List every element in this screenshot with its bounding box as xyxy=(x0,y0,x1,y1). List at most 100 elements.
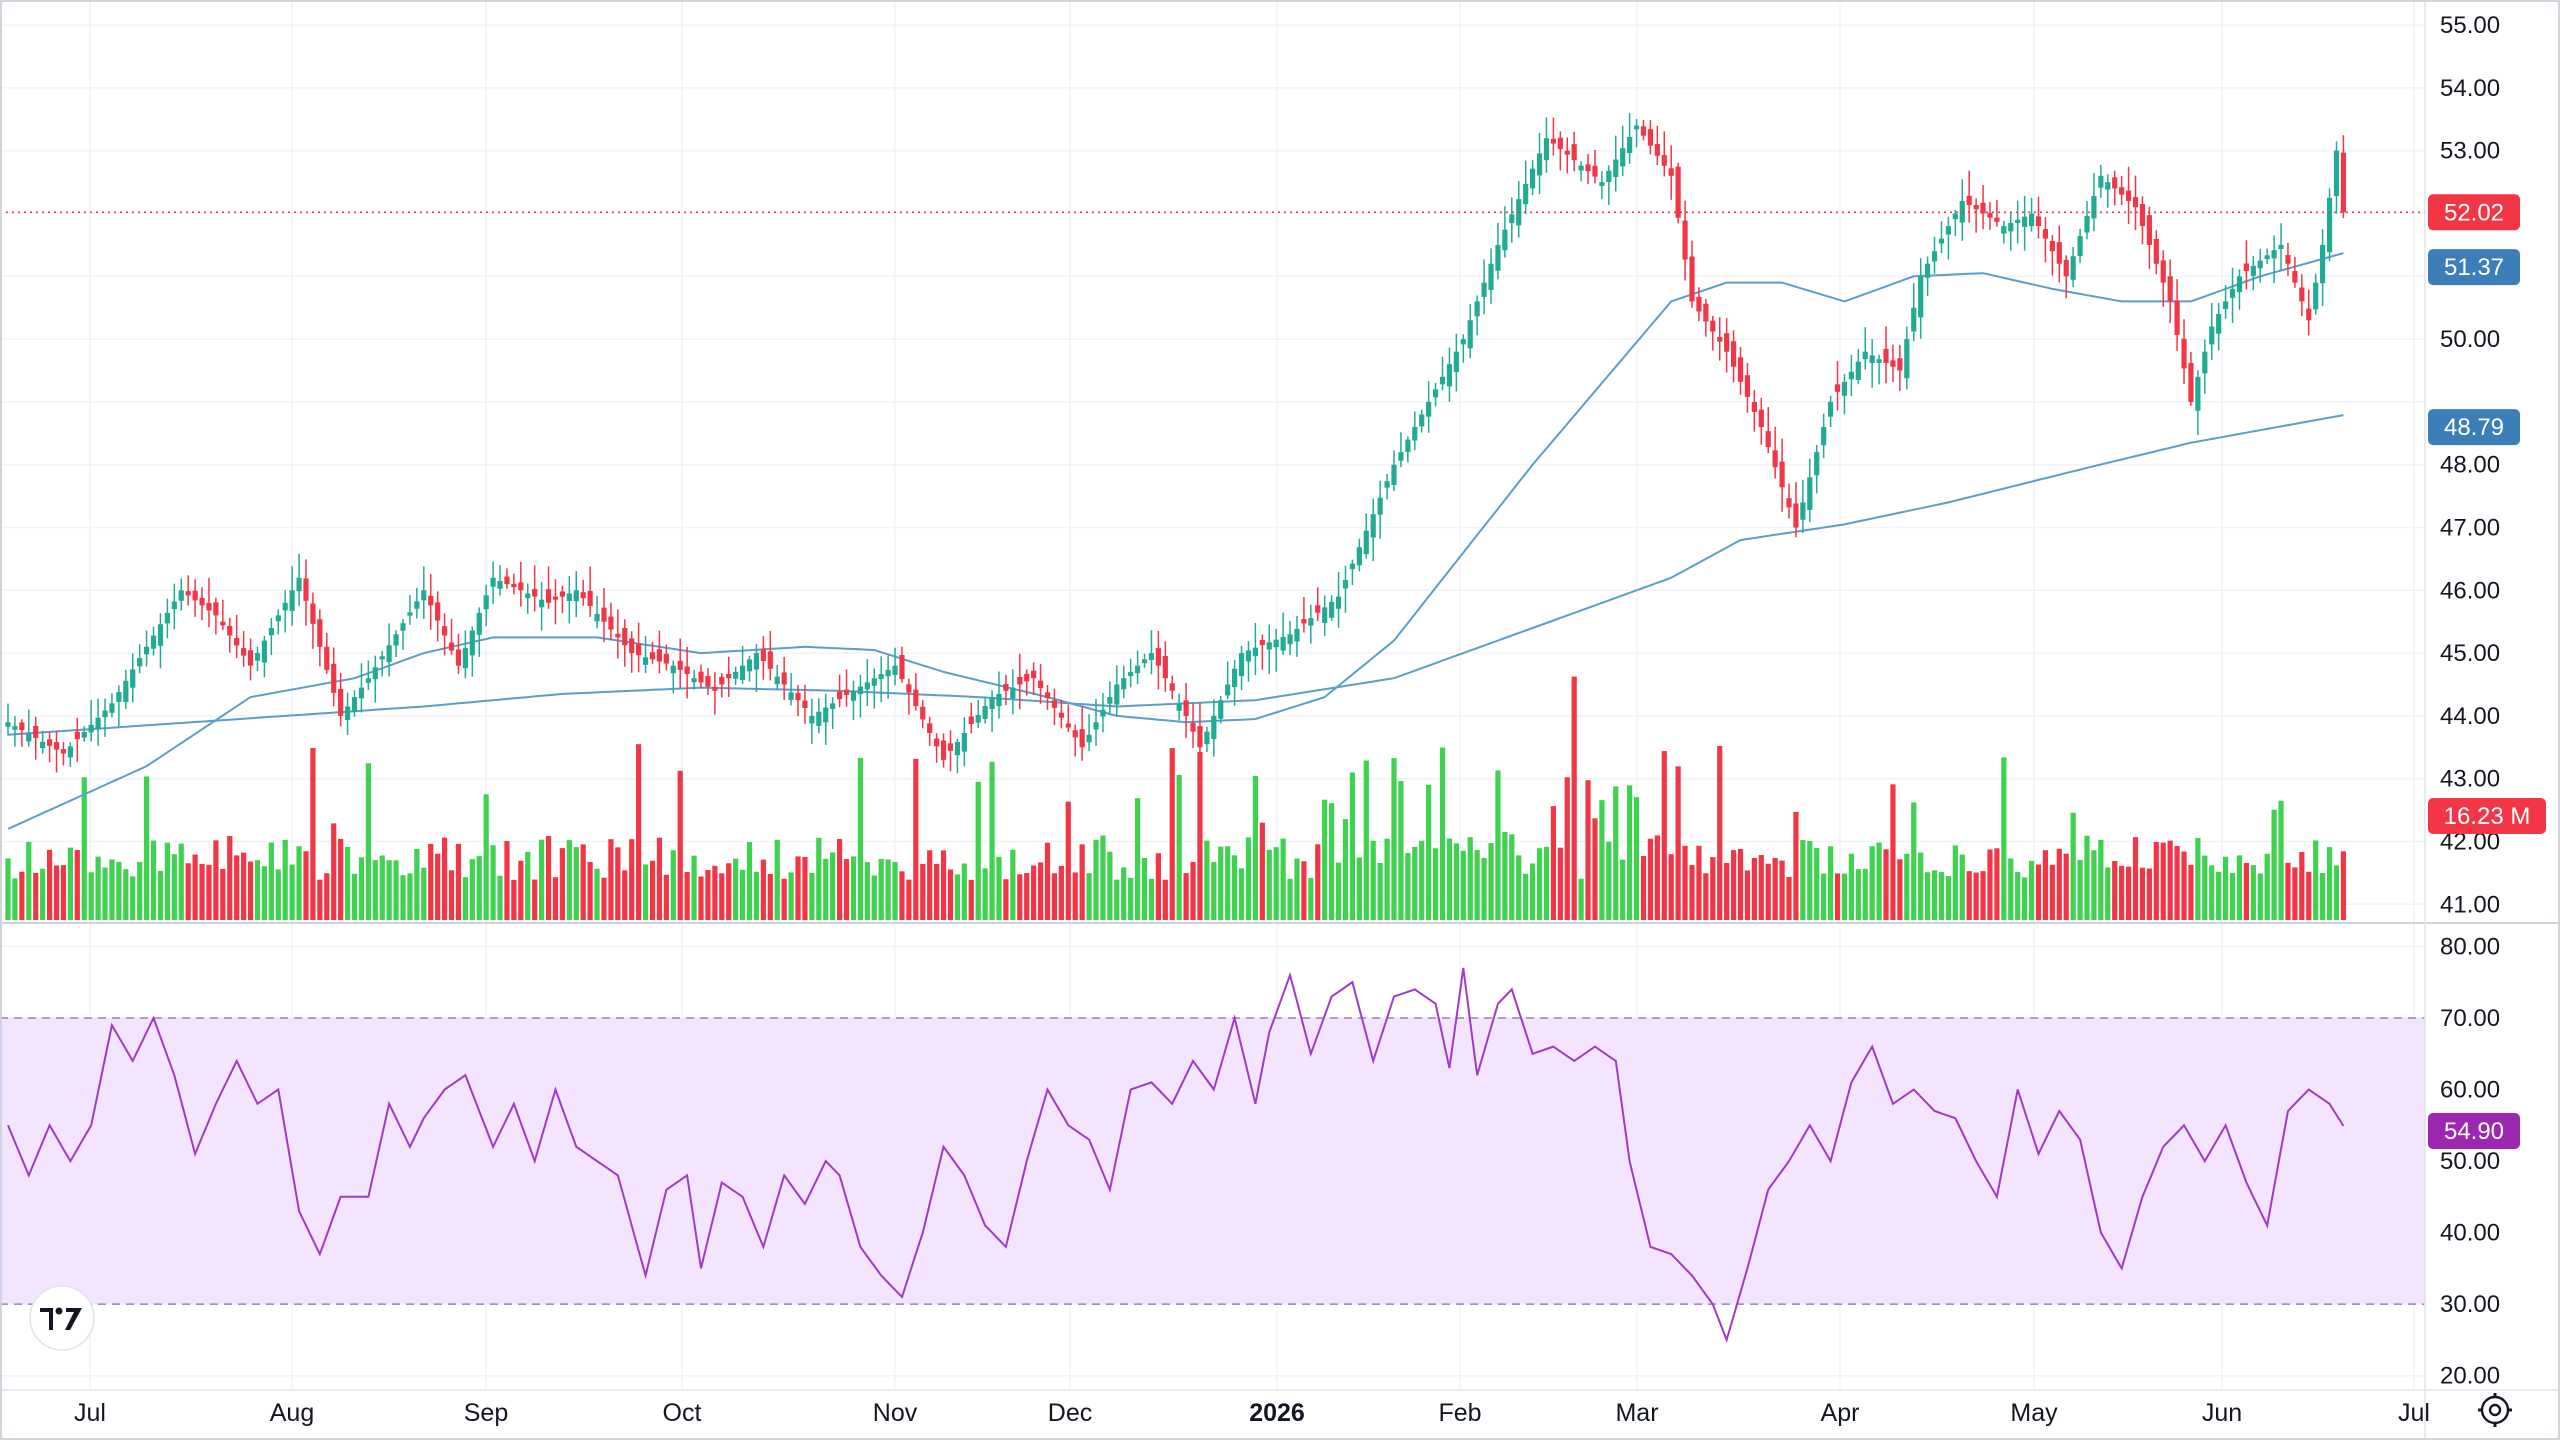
volume-bar xyxy=(338,838,344,920)
candle-body xyxy=(1786,498,1792,508)
candle-body xyxy=(386,645,392,663)
volume-bar xyxy=(2139,867,2146,920)
volume-bar xyxy=(1938,872,1945,920)
candle-body xyxy=(497,580,503,589)
tradingview-logo[interactable] xyxy=(29,1285,95,1351)
volume-bar xyxy=(1592,818,1598,920)
candle-body xyxy=(656,649,663,662)
volume-bar xyxy=(2084,835,2090,920)
volume-bar xyxy=(275,869,281,920)
candle-body xyxy=(220,621,226,626)
volume-bar xyxy=(1093,839,1099,920)
volume-bar xyxy=(1169,748,1175,920)
volume-bar xyxy=(739,869,746,920)
candle-body xyxy=(1772,450,1778,468)
candle-body xyxy=(490,577,496,587)
price-tick-label: 50.00 xyxy=(2440,326,2500,353)
candle-body xyxy=(1800,502,1806,520)
candle-body xyxy=(1592,165,1598,177)
volume-bar xyxy=(622,870,628,920)
volume-bar xyxy=(1329,803,1335,920)
volume-bar xyxy=(1696,845,1702,920)
volume-bar xyxy=(351,873,358,920)
candle-body xyxy=(1994,217,2000,222)
volume-bar xyxy=(1037,862,1044,920)
volume-bar xyxy=(2132,837,2139,920)
candle-body xyxy=(1536,153,1543,176)
volume-bar xyxy=(871,875,877,920)
candle-body xyxy=(1848,371,1854,380)
volume-bar xyxy=(1536,848,1543,920)
volume-bar xyxy=(227,835,233,920)
candle-body xyxy=(1287,634,1293,645)
settings-icon[interactable] xyxy=(2478,1393,2512,1427)
volume-bar xyxy=(1918,852,1924,920)
volume-bar xyxy=(2146,868,2152,920)
time-axis[interactable]: Jul Aug Sep Oct Nov Dec 2026 Feb Mar Apr May Jun Jul xyxy=(74,1399,2430,1427)
volume-bar xyxy=(40,868,46,920)
candle-body xyxy=(2028,213,2035,227)
candle-body xyxy=(2292,270,2298,283)
volume-bar xyxy=(899,871,905,920)
volume-bar xyxy=(261,866,268,920)
volume-bar xyxy=(1654,835,1660,920)
candle-body xyxy=(1710,320,1716,332)
volume-bar xyxy=(88,872,94,920)
volume-bar xyxy=(358,857,365,920)
volume-bar xyxy=(1710,857,1716,920)
candle-body xyxy=(1530,168,1536,189)
rsi-band xyxy=(0,1017,2425,1305)
volume-bar xyxy=(2292,867,2298,920)
candle-body xyxy=(954,741,961,756)
candle-body xyxy=(989,697,995,710)
candle-body xyxy=(1668,168,1674,176)
volume-bar xyxy=(1432,848,1439,920)
volume-bar xyxy=(1315,844,1321,920)
candle-body xyxy=(2160,260,2166,283)
volume-bar xyxy=(1398,781,1404,920)
volume-bar xyxy=(2216,871,2222,920)
candle-body xyxy=(150,635,157,649)
candle-body xyxy=(1578,165,1584,171)
candle-body xyxy=(705,676,711,687)
candle-body xyxy=(296,577,302,592)
candle-body xyxy=(1890,360,1896,367)
candle-body xyxy=(2167,276,2173,302)
time-tick-label: Jul xyxy=(2398,1399,2430,1427)
candle-body xyxy=(809,715,815,724)
volume-bar xyxy=(1280,838,1286,920)
candle-body xyxy=(2257,260,2263,269)
volume-bar xyxy=(920,863,926,920)
candle-body xyxy=(372,667,378,680)
candle-body xyxy=(1911,307,1917,332)
candle-body xyxy=(1841,381,1848,396)
candle-body xyxy=(1024,673,1030,682)
candle-body xyxy=(2306,308,2312,321)
price-candles xyxy=(0,113,2425,774)
rsi-line-path xyxy=(7,967,2345,1344)
candle-body xyxy=(268,627,274,636)
volume-bar xyxy=(2326,847,2333,920)
rsi-axis[interactable]: 80.00 70.00 60.00 50.00 40.00 30.00 20.00 xyxy=(2440,933,2500,1389)
volume-bar xyxy=(823,858,829,920)
candle-body xyxy=(996,693,1002,707)
volume-bar xyxy=(1218,846,1224,920)
time-tick-label: 2026 xyxy=(1249,1399,1305,1427)
candle-body xyxy=(1218,700,1224,719)
volume-bar xyxy=(843,859,850,920)
volume-bar xyxy=(1031,865,1037,920)
ma-long-badge-bg xyxy=(2428,409,2520,446)
ma-long-badge: 48.79 xyxy=(2444,414,2504,441)
candle-body xyxy=(767,651,773,669)
candle-body xyxy=(1876,359,1882,363)
volume-bar xyxy=(1925,872,1931,920)
volume-bar xyxy=(892,862,898,920)
volume-bar xyxy=(1017,874,1023,920)
price-axis[interactable]: 55.0054.0053.0051.0050.0048.0047.0046.00… xyxy=(2440,12,2500,918)
volume-bar xyxy=(636,744,642,920)
candle-body xyxy=(1322,607,1328,623)
candle-body xyxy=(1377,497,1383,515)
